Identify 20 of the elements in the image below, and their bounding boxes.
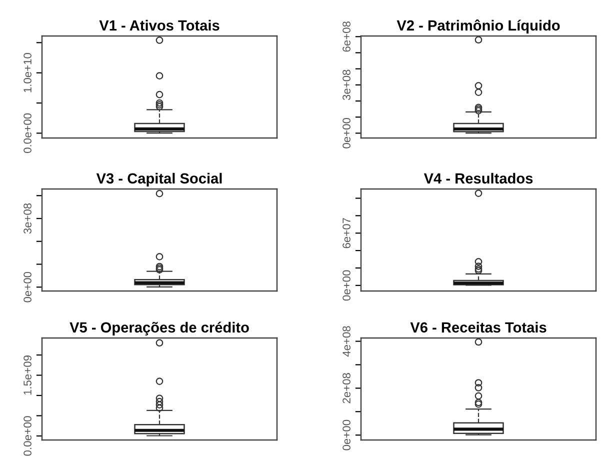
chart-title: V4 - Resultados bbox=[424, 172, 533, 184]
y-tick-label: 0.0e+00 bbox=[24, 416, 32, 456]
y-tick-label: 3e+08 bbox=[342, 70, 350, 100]
chart-title: V2 - Patrimônio Líquido bbox=[396, 20, 560, 34]
chart-title: V1 - Ativos Totais bbox=[99, 20, 220, 31]
y-tick-label: 0.0e+00 bbox=[24, 113, 32, 153]
chart-title: V6 - Receitas Totais bbox=[410, 322, 546, 333]
y-tick-label: 1.5e+09 bbox=[24, 356, 32, 395]
chart-title: V5 - Operações de crédito bbox=[70, 322, 249, 336]
y-tick-label: 3e+08 bbox=[24, 203, 32, 234]
y-tick-label: 0e+00 bbox=[24, 272, 32, 302]
y-tick-label: 0e+00 bbox=[342, 270, 350, 301]
y-tick-label: 1.0e+10 bbox=[24, 53, 32, 92]
y-tick-label: 0e+00 bbox=[342, 118, 350, 148]
y-tick-label: 6e+07 bbox=[342, 218, 350, 248]
y-tick-label: 0e+00 bbox=[342, 420, 350, 450]
y-tick-label: 2e+08 bbox=[342, 373, 350, 404]
y-tick-label: 4e+08 bbox=[342, 326, 350, 357]
chart-title: V3 - Capital Social bbox=[96, 172, 222, 186]
y-tick-label: 6e+08 bbox=[342, 22, 350, 52]
